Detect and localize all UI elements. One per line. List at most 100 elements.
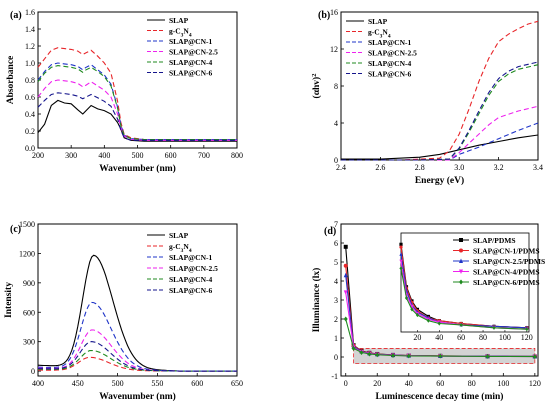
data-point — [459, 238, 463, 242]
data-point — [367, 351, 372, 357]
y-tick-label: 1.4 — [25, 25, 35, 34]
y-tick-label: 3 — [334, 296, 338, 305]
x-axis-label: Energy (eV) — [415, 175, 464, 186]
x-tick-label: 400 — [98, 151, 110, 160]
x-tick-label: 40 — [405, 379, 413, 388]
legend-label: SLAP@CN-1/PDMS — [473, 247, 540, 256]
x-tick-label: 2.8 — [415, 163, 425, 172]
legend-label: SLAP@CN-4/PDMS — [473, 268, 540, 277]
legend-label: g-C3N4 — [169, 242, 192, 254]
inset-x-tick-label: 120 — [521, 333, 533, 342]
y-tick-label: 0 — [334, 353, 338, 362]
legend-label: SLAP@CN-2.5/PDMS — [473, 257, 545, 266]
y-tick-label: 1.0 — [25, 59, 35, 68]
y-tick-label: 0 — [334, 156, 338, 165]
x-tick-label: 600 — [191, 379, 203, 388]
legend-text: g-C — [368, 28, 380, 37]
legend-label: SLAP — [368, 17, 388, 26]
data-point — [406, 353, 411, 359]
x-tick-label: 120 — [529, 379, 541, 388]
legend-label: SLAP@CN-4 — [169, 275, 212, 284]
legend-text: N — [183, 27, 189, 36]
legend-subscript: 4 — [189, 33, 192, 39]
legend-text: N — [183, 242, 189, 251]
data-point — [459, 258, 463, 263]
y-tick-label: 0.4 — [25, 110, 35, 119]
data-point — [343, 316, 348, 322]
panel-label: (a) — [10, 10, 22, 21]
y-tick-label: 16 — [330, 8, 338, 17]
x-tick-label: 200 — [32, 151, 44, 160]
inset-x-tick-label: 40 — [435, 333, 443, 342]
data-point — [459, 269, 463, 274]
legend-subscript: 3 — [181, 248, 184, 254]
x-tick-label: 500 — [132, 151, 144, 160]
legend-text: g-C — [169, 27, 181, 36]
y-tick-label: 6 — [334, 239, 338, 248]
x-tick-label: 400 — [32, 379, 44, 388]
y-tick-label: 12 — [330, 45, 338, 54]
x-tick-label: 0 — [344, 379, 348, 388]
legend-subscript: 4 — [189, 248, 192, 254]
x-axis-label: Wavenumber (nm) — [99, 163, 176, 174]
y-axis-label: Illuminance (lx) — [311, 268, 322, 333]
x-tick-label: 700 — [198, 151, 210, 160]
data-point — [391, 352, 396, 358]
data-point — [343, 244, 348, 249]
y-tick-label: 0.6 — [25, 93, 35, 102]
x-tick-label: 80 — [468, 379, 476, 388]
series-line — [37, 92, 237, 141]
data-point — [426, 318, 430, 323]
data-point — [399, 252, 403, 256]
panel-a: 200 300 400 500 600 700 800 0.0 0.2 0.4 0.6 0.8 1.0 1… — [6, 8, 243, 174]
x-tick-label: 600 — [165, 151, 177, 160]
series-line — [38, 329, 237, 372]
series-line — [37, 79, 237, 141]
data-point — [485, 353, 490, 359]
series-line — [341, 134, 539, 160]
legend-label: SLAP@CN-6 — [169, 286, 212, 295]
y-tick-label: 7 — [334, 220, 338, 229]
y-tick-label: 600 — [23, 308, 35, 317]
panel-d: 0 20 40 60 80 100 120 -1 0 1 2 3 4 5 6 7(d) Luminescence… — [311, 220, 545, 402]
legend-label: SLAP — [169, 16, 189, 25]
data-point — [343, 263, 348, 268]
series-line — [345, 318, 535, 358]
data-point — [343, 290, 348, 295]
x-tick-label: 450 — [72, 379, 84, 388]
y-tick-label: 0.8 — [25, 76, 35, 85]
data-point — [459, 322, 463, 328]
data-point — [375, 352, 380, 358]
series-line — [37, 47, 237, 141]
x-tick-label: 2.6 — [375, 163, 385, 172]
y-tick-label: 4 — [334, 277, 338, 286]
y-tick-label: 2 — [334, 315, 338, 324]
legend-subscript: 3 — [380, 34, 383, 40]
x-axis-label: Wavenumber (nm) — [99, 391, 176, 402]
plot-frame — [37, 11, 238, 149]
legend-label: SLAP@CN-1 — [169, 253, 212, 262]
y-tick-label: 4 — [334, 119, 338, 128]
series-line — [341, 64, 539, 161]
legend-label: SLAP@CN-6 — [169, 69, 212, 78]
series-line — [341, 105, 539, 161]
data-point — [404, 295, 409, 301]
x-tick-label: 3.0 — [454, 163, 464, 172]
legend-label: g-C3N4 — [169, 27, 192, 39]
data-point — [399, 242, 403, 246]
x-tick-label: 650 — [231, 379, 243, 388]
legend-label: SLAP@CN-1 — [368, 38, 411, 47]
panel-label: (b) — [318, 10, 330, 21]
data-point — [438, 353, 443, 359]
inset-x-tick-label: 20 — [413, 333, 421, 342]
x-tick-label: 100 — [497, 379, 509, 388]
series-line — [37, 99, 237, 142]
data-point — [410, 304, 414, 309]
data-point — [399, 266, 403, 271]
y-axis-label: Intensity — [4, 282, 14, 318]
panel-c: 400 450 500 550 600 650 0 300 600 900 1200 1500(c) W… — [4, 220, 243, 402]
series-line — [37, 62, 237, 141]
x-tick-label: 3.2 — [494, 163, 504, 172]
x-tick-label: 800 — [231, 151, 243, 160]
